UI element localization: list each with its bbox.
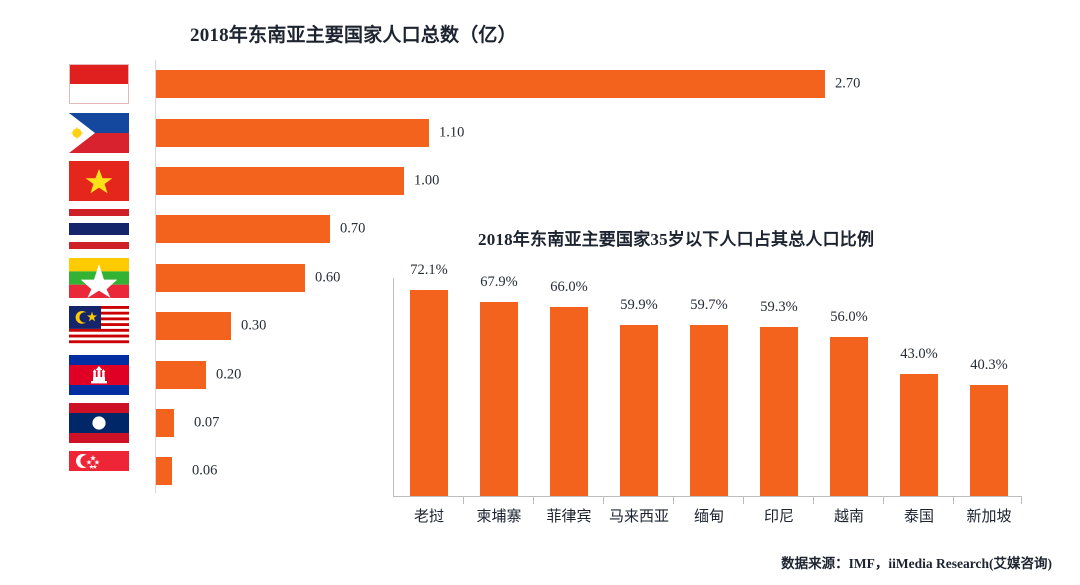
- axis-tick: [743, 496, 744, 504]
- vbar-value-label: 56.0%: [830, 309, 868, 325]
- vbar-fill: [620, 325, 658, 496]
- vbar-column: 72.1%: [394, 262, 464, 518]
- vbar-fill: [760, 327, 798, 496]
- axis-tick: [463, 496, 464, 504]
- hbar-row: 0.06: [156, 457, 1006, 485]
- flag-thailand-icon: [68, 209, 130, 249]
- hbar-value-label: 1.10: [439, 124, 465, 141]
- hbar-fill: [156, 409, 174, 437]
- vbar-fill: [480, 302, 518, 496]
- hbar-row: 0.30: [156, 312, 1006, 340]
- hbar-fill: [156, 312, 231, 340]
- flag-cambodia-icon: [68, 355, 130, 395]
- flag-philippines-icon: [68, 113, 130, 153]
- chart2-value-axis-line: [393, 278, 394, 497]
- hbar-fill: [156, 215, 330, 243]
- hbar-value-label: 2.70: [835, 75, 861, 92]
- vbar-fill: [410, 290, 448, 496]
- vbar-fill: [900, 374, 938, 496]
- flag-singapore-icon: [68, 451, 130, 491]
- flag-vietnam-icon: [68, 161, 130, 201]
- hbar-fill: [156, 70, 825, 98]
- axis-tick: [953, 496, 954, 504]
- vbar-column: 40.3%: [954, 278, 1024, 518]
- vbar-value-label: 67.9%: [480, 274, 518, 290]
- chart1-title: 2018年东南亚主要国家人口总数（亿）: [190, 25, 517, 46]
- vbar-value-label: 59.7%: [690, 297, 728, 313]
- vbar-column: 59.7%: [674, 278, 744, 518]
- vbar-column: 43.0%: [884, 278, 954, 518]
- hbar-row: 1.10: [156, 119, 1006, 147]
- axis-tick: [883, 496, 884, 504]
- vbar-fill: [550, 307, 588, 496]
- vbar-value-label: 72.1%: [410, 262, 448, 278]
- axis-tick: [813, 496, 814, 504]
- hbar-value-label: 0.60: [315, 269, 341, 286]
- axis-tick: [603, 496, 604, 504]
- vbar-fill: [970, 385, 1008, 496]
- hbar-row: 0.70: [156, 215, 1006, 243]
- flag-myanmar-icon: [68, 258, 130, 298]
- axis-tick: [533, 496, 534, 504]
- chart2-baseline: [393, 496, 1021, 497]
- vbar-column: 67.9%: [464, 274, 534, 518]
- vbar-value-label: 40.3%: [970, 357, 1008, 373]
- hbar-fill: [156, 264, 305, 292]
- vbar-column: 56.0%: [814, 278, 884, 518]
- vbar-value-label: 43.0%: [900, 346, 938, 362]
- hbar-row: 1.00: [156, 167, 1006, 195]
- hbar-row: 0.20: [156, 361, 1006, 389]
- vbar-fill: [690, 325, 728, 496]
- hbar-row: 0.07: [156, 409, 1006, 437]
- data-source-note: 数据来源：IMF，iiMedia Research(艾媒咨询): [781, 556, 1052, 571]
- hbar-value-label: 0.30: [241, 317, 267, 334]
- hbar-fill: [156, 361, 206, 389]
- category-label: 老挝: [413, 509, 444, 525]
- category-label: 柬埔寨: [476, 509, 522, 525]
- hbar-value-label: 0.20: [216, 366, 242, 383]
- flag-indonesia-icon: [68, 64, 130, 104]
- category-label: 缅甸: [693, 509, 724, 525]
- vbar-fill: [830, 337, 868, 496]
- flag-malaysia-icon: [68, 306, 130, 346]
- hbar-value-label: 1.00: [414, 172, 440, 189]
- hbar-value-label: 0.06: [192, 462, 218, 479]
- category-label: 新加坡: [966, 509, 1012, 525]
- vbar-value-label: 59.9%: [620, 297, 658, 313]
- axis-tick: [1021, 496, 1022, 504]
- vbar-column: 59.9%: [604, 278, 674, 518]
- vbar-value-label: 59.3%: [760, 299, 798, 315]
- axis-tick: [673, 496, 674, 504]
- population-total-bar-chart: 2018年东南亚主要国家人口总数（亿）: [68, 25, 860, 493]
- category-label: 菲律宾: [546, 509, 592, 525]
- category-label: 马来西亚: [608, 509, 669, 525]
- category-label: 泰国: [903, 509, 934, 525]
- hbar-value-label: 0.07: [194, 414, 220, 431]
- youth-population-ratio-bar-chart: 2018年东南亚主要国家35岁以下人口占其总人口比例 72.1% 67.9% 6…: [393, 230, 1024, 525]
- hbar-row: 2.70: [156, 70, 1006, 98]
- hbar-fill: [156, 167, 404, 195]
- hbar-fill: [156, 119, 429, 147]
- hbar-fill: [156, 457, 172, 485]
- chart1-value-axis-line: [155, 60, 156, 493]
- flag-laos-icon: [68, 403, 130, 443]
- vbar-column: 66.0%: [534, 278, 604, 518]
- category-label: 越南: [833, 509, 864, 525]
- hbar-row: 0.60: [156, 264, 1006, 292]
- chart2-title: 2018年东南亚主要国家35岁以下人口占其总人口比例: [478, 230, 875, 249]
- category-label: 印尼: [763, 509, 794, 525]
- vbar-value-label: 66.0%: [550, 279, 588, 295]
- hbar-value-label: 0.70: [340, 220, 366, 237]
- vbar-column: 59.3%: [744, 278, 814, 518]
